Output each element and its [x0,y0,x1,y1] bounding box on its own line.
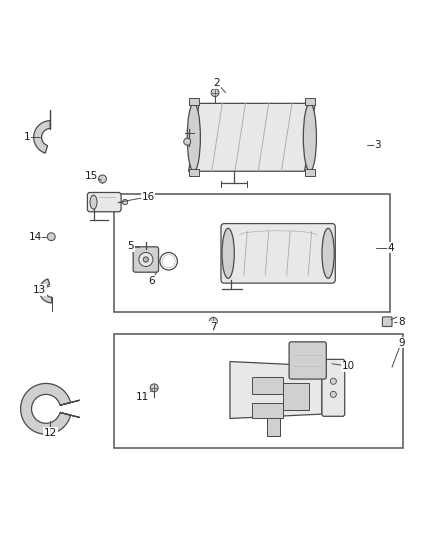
Text: 9: 9 [398,338,405,348]
Circle shape [184,138,191,145]
Ellipse shape [222,229,234,278]
FancyBboxPatch shape [382,317,392,327]
Circle shape [150,384,158,392]
Bar [252,403,283,418]
Circle shape [330,378,336,384]
Circle shape [143,257,148,262]
Bar [114,194,390,312]
Bar [267,418,280,436]
Text: 8: 8 [398,317,405,327]
Polygon shape [188,103,315,171]
Polygon shape [21,383,71,434]
Circle shape [122,199,128,205]
Text: 1: 1 [24,132,31,142]
Bar [189,169,198,176]
FancyBboxPatch shape [221,223,336,283]
Polygon shape [60,413,80,417]
Text: 4: 4 [388,243,395,253]
Text: 2: 2 [213,78,220,88]
Ellipse shape [303,103,316,171]
Bar [305,169,314,176]
Text: 3: 3 [374,140,381,150]
Polygon shape [60,400,80,405]
Polygon shape [39,279,52,303]
Bar [283,383,309,410]
Circle shape [47,233,55,241]
Polygon shape [34,120,50,153]
Text: 11: 11 [136,392,149,402]
Text: 12: 12 [44,428,57,438]
FancyBboxPatch shape [133,247,159,272]
Text: 15: 15 [85,171,98,181]
FancyBboxPatch shape [322,359,345,416]
Text: 14: 14 [28,232,42,242]
Bar [114,334,403,448]
Ellipse shape [322,229,334,278]
Text: 7: 7 [210,321,217,332]
Text: 5: 5 [127,241,134,251]
FancyBboxPatch shape [87,192,121,212]
Circle shape [99,175,106,183]
Circle shape [139,253,153,266]
FancyBboxPatch shape [289,342,326,379]
Circle shape [209,317,217,325]
Circle shape [330,391,336,398]
Bar [305,98,314,105]
Circle shape [211,88,219,96]
Ellipse shape [90,195,97,209]
Text: 16: 16 [141,192,155,202]
Polygon shape [230,361,322,418]
Bar [252,377,283,394]
Bar [189,98,198,105]
Ellipse shape [187,103,200,171]
Text: 13: 13 [33,285,46,295]
Text: 6: 6 [148,276,155,286]
Text: 10: 10 [342,361,355,372]
